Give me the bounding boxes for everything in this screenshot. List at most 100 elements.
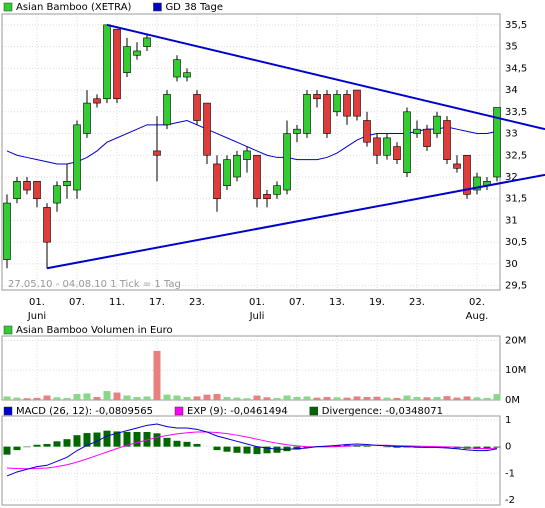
divergence-bar bbox=[73, 435, 81, 447]
divergence-bar bbox=[103, 430, 111, 447]
legend-swatch bbox=[309, 406, 319, 416]
candle-body bbox=[3, 202, 11, 260]
candle-body bbox=[363, 120, 371, 143]
volume-bar bbox=[253, 395, 261, 400]
x-tick-label: 17. bbox=[149, 297, 165, 308]
volume-bar bbox=[423, 397, 431, 400]
candle-body bbox=[463, 154, 471, 195]
volume-bar bbox=[63, 397, 71, 400]
divergence-bar bbox=[23, 446, 31, 448]
volume-bar bbox=[123, 395, 131, 400]
y-tick-label: 30,5 bbox=[505, 237, 527, 248]
candle-body bbox=[333, 94, 341, 113]
divergence-bar bbox=[13, 446, 21, 451]
x-tick-sublabel: Aug. bbox=[466, 311, 489, 322]
candle-body bbox=[133, 50, 141, 56]
volume-bar bbox=[133, 397, 141, 400]
divergence-bar bbox=[253, 446, 261, 455]
divergence-bar bbox=[213, 446, 221, 451]
divergence-bar bbox=[173, 440, 181, 447]
range-note: 27.05.10 - 04.08.10 1 Tick = 1 Tag bbox=[8, 279, 181, 290]
volume-bar bbox=[113, 392, 121, 400]
divergence-bar bbox=[243, 446, 251, 454]
volume-bar bbox=[223, 397, 231, 400]
candle-body bbox=[443, 120, 451, 160]
trend-line bbox=[106, 23, 545, 131]
volume-bar bbox=[163, 394, 171, 400]
divergence-bar bbox=[483, 446, 491, 449]
candle-body bbox=[33, 181, 41, 200]
x-tick-label: 19. bbox=[369, 297, 385, 308]
divergence-bar bbox=[93, 432, 101, 447]
candle-body bbox=[403, 111, 411, 173]
trend-line bbox=[46, 173, 545, 270]
y-tick-label: -1 bbox=[505, 468, 515, 479]
candle-body bbox=[293, 128, 301, 134]
candle-body bbox=[73, 124, 81, 191]
volume-bar bbox=[93, 397, 101, 400]
candle-body bbox=[113, 28, 121, 100]
candle-body bbox=[233, 154, 241, 178]
candle-body bbox=[353, 89, 361, 117]
divergence-bar bbox=[363, 445, 371, 447]
candle-body bbox=[143, 37, 151, 47]
candle-body bbox=[53, 185, 61, 204]
legend-label: EXP (9): -0,0461494 bbox=[187, 406, 288, 417]
x-tick-sublabel: Juni bbox=[27, 311, 46, 322]
candle-body bbox=[323, 94, 331, 134]
candle-body bbox=[373, 137, 381, 156]
divergence-bar bbox=[113, 431, 121, 447]
divergence-bar bbox=[333, 445, 341, 447]
candle-body bbox=[103, 24, 111, 100]
candle-body bbox=[243, 150, 251, 160]
x-tick-label: 07. bbox=[69, 297, 85, 308]
legend-label: MACD (26, 12): -0,0809565 bbox=[16, 406, 153, 417]
macd-line bbox=[6, 423, 498, 477]
y-tick-label: 35 bbox=[505, 42, 518, 53]
volume-bar bbox=[53, 397, 61, 400]
divergence-bar bbox=[53, 441, 61, 447]
y-tick-label: 32,5 bbox=[505, 150, 527, 161]
candle-body bbox=[413, 128, 421, 134]
y-tick-label: 32 bbox=[505, 172, 518, 183]
volume-bar bbox=[403, 395, 411, 400]
legend-swatch bbox=[3, 2, 13, 12]
volume-bar bbox=[43, 395, 51, 400]
x-tick-label: 02. bbox=[469, 297, 485, 308]
candle-body bbox=[453, 163, 461, 169]
divergence-bar bbox=[3, 446, 11, 455]
divergence-bar bbox=[193, 443, 201, 447]
volume-bar bbox=[463, 396, 471, 400]
candle-body bbox=[63, 181, 71, 186]
y-tick-label: 35,5 bbox=[505, 20, 527, 31]
divergence-bar bbox=[133, 431, 141, 447]
panel-frame bbox=[1, 415, 501, 506]
candle-body bbox=[253, 154, 261, 200]
y-tick-label: 31,5 bbox=[505, 194, 527, 205]
volume-bar bbox=[83, 393, 91, 400]
candle-body bbox=[123, 46, 131, 73]
volume-bar bbox=[393, 397, 401, 400]
divergence-bar bbox=[83, 433, 91, 447]
volume-bar bbox=[313, 397, 321, 400]
x-tick-sublabel: Juli bbox=[249, 311, 265, 322]
candle-body bbox=[193, 94, 201, 121]
y-tick-label: 34 bbox=[505, 85, 518, 96]
volume-bar bbox=[483, 397, 491, 400]
divergence-bar bbox=[223, 446, 231, 452]
volume-bar bbox=[213, 394, 221, 400]
volume-bar bbox=[333, 397, 341, 400]
legend-swatch bbox=[3, 406, 13, 416]
volume-bar bbox=[173, 395, 181, 400]
candle-body bbox=[213, 163, 221, 200]
volume-bar bbox=[283, 395, 291, 400]
volume-bar bbox=[203, 394, 211, 400]
volume-bar bbox=[433, 397, 441, 400]
candle-body bbox=[203, 102, 211, 156]
candle-body bbox=[273, 185, 281, 195]
divergence-bar bbox=[123, 431, 131, 447]
candle-body bbox=[173, 59, 181, 78]
y-tick-label: -2 bbox=[505, 495, 515, 506]
candle-body bbox=[43, 207, 51, 243]
divergence-bar bbox=[153, 433, 161, 447]
